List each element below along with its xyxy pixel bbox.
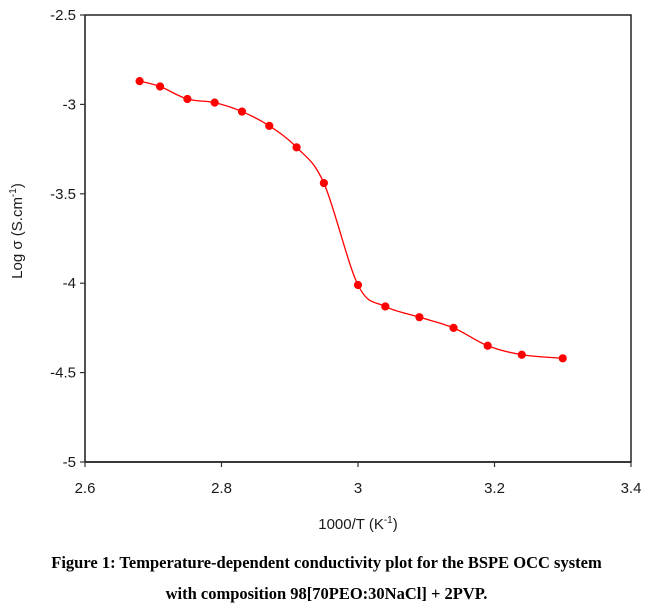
series-line	[139, 80, 563, 359]
x-axis-label: 1000/T (K-1)	[318, 515, 398, 533]
y-tick-label: -3.5	[50, 186, 76, 203]
data-point	[265, 121, 274, 130]
ticks: -2.5 -3 -3.5 -4 -4.5 -5 2.6 2.8 3 3.2 3.4	[50, 7, 641, 497]
data-point	[183, 94, 192, 104]
x-axis-label-superscript: -1	[384, 515, 393, 526]
x-tick-label: 2.6	[75, 480, 96, 497]
x-tick-label: 3.4	[621, 480, 642, 497]
x-axis-label-text: 1000/T (K	[318, 516, 384, 533]
plot-frame	[84, 14, 632, 463]
data-series	[135, 77, 567, 363]
x-tick-label: 3	[354, 480, 362, 497]
data-point	[135, 77, 144, 86]
y-axis-label-superscript: -1	[8, 188, 19, 197]
figure-caption-line2: with composition 98[70PEO:30NaCl] + 2PVP…	[165, 584, 488, 603]
figure-caption-line1: Figure 1: Temperature-dependent conducti…	[51, 553, 602, 572]
data-point	[210, 98, 219, 107]
data-point	[353, 280, 363, 290]
y-axis-label-end: )	[9, 183, 26, 188]
x-axis-label-end: )	[393, 516, 398, 533]
axes	[84, 14, 632, 463]
data-point	[292, 143, 301, 152]
data-point	[558, 354, 567, 363]
data-point	[517, 350, 526, 359]
y-tick-label: -2.5	[50, 7, 76, 24]
y-axis-label: Log σ (S.cm-1)	[8, 183, 26, 279]
y-tick-label: -4.5	[50, 365, 76, 382]
conductivity-chart: -2.5 -3 -3.5 -4 -4.5 -5 2.6 2.8 3 3.2 3.4 1000/T (…	[8, 7, 641, 533]
x-tick-label: 2.8	[211, 480, 232, 497]
y-axis-label-text: Log σ (S.cm	[9, 197, 26, 279]
y-tick-label: -5	[63, 454, 76, 471]
x-tick-label: 3.2	[484, 480, 505, 497]
data-point	[237, 107, 247, 116]
data-point	[319, 178, 328, 188]
data-point	[449, 323, 458, 333]
data-point	[381, 302, 390, 311]
y-tick-label: -4	[63, 275, 76, 292]
data-point	[483, 341, 492, 350]
data-point	[155, 82, 165, 91]
data-point	[415, 313, 424, 322]
y-tick-label: -3	[63, 96, 76, 113]
